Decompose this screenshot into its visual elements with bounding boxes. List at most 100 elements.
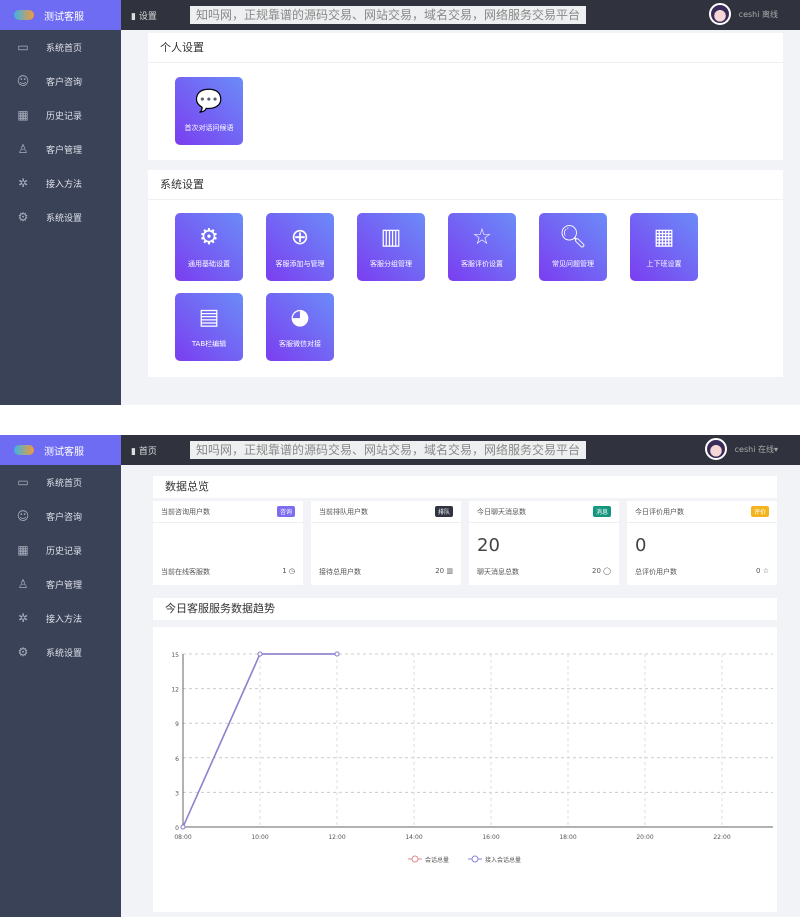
settings-tile[interactable]: ⚙ 通用基础设置 xyxy=(175,213,243,281)
chat-bubbles-icon: 💬 xyxy=(195,89,223,114)
stat-card: 当前排队用户数 排队 接待总用户数 20 ▥ xyxy=(311,501,461,585)
stat-footer-value: 0 xyxy=(756,567,761,575)
data-point xyxy=(257,651,263,657)
sidebar-item-label: 系统首页 xyxy=(46,43,83,54)
sidebar-item[interactable]: ♙ 客户管理 xyxy=(0,567,121,601)
sidebar-item[interactable]: ⚙ 系统设置 xyxy=(0,200,121,234)
watermark: 知吗网，正规靠谱的源码交易、网站交易，域名交易，网络服务交易平台 xyxy=(190,441,587,459)
y-tick-label: 3 xyxy=(175,790,179,797)
y-tick-label: 9 xyxy=(175,721,179,728)
y-tick-label: 0 xyxy=(175,825,179,832)
brand-name: 测试客服 xyxy=(44,446,84,458)
sidebar-item[interactable]: ▭ 系统首页 xyxy=(0,465,121,499)
sidebar-item-label: 客户管理 xyxy=(46,580,83,591)
gear-icon: ⚙ xyxy=(17,645,29,659)
logo-icon xyxy=(14,10,34,20)
user-menu[interactable]: ceshi 离线 xyxy=(708,3,778,25)
settings-tile[interactable]: ☆ 客服评价设置 xyxy=(448,213,516,281)
tile-label: 客服微信对接 xyxy=(279,340,321,348)
user-menu[interactable]: ceshi 在线▾ xyxy=(704,438,778,460)
sidebar-item[interactable]: ⚙ 系统设置 xyxy=(0,635,121,669)
sidebar-item[interactable]: ▦ 历史记录 xyxy=(0,533,121,567)
settings-tile[interactable]: ⊕ 客服添加与管理 xyxy=(266,213,334,281)
watermark: 知吗网，正规靠谱的源码交易、网站交易，域名交易，网络服务交易平台 xyxy=(190,6,587,24)
calendar-icon: ▦ xyxy=(17,108,29,122)
data-point xyxy=(180,824,186,830)
settings-tile[interactable]: ▦ 上下班设置 xyxy=(630,213,698,281)
stat-footer-label: 总评价用户数 xyxy=(635,568,677,576)
y-tick-label: 12 xyxy=(171,687,179,694)
sidebar-item-label: 系统设置 xyxy=(46,648,83,659)
data-point xyxy=(334,651,340,657)
puzzle-icon: ✲ xyxy=(17,611,29,625)
sidebar-item[interactable]: ▦ 历史记录 xyxy=(0,98,121,132)
breadcrumb: ▮ 设置 xyxy=(131,11,157,22)
x-tick-label: 20:00 xyxy=(636,834,653,841)
window-icon: ▭ xyxy=(17,40,29,54)
stat-card: 今日聊天消息数 消息 20 聊天消息总数 20 ◯ xyxy=(469,501,619,585)
stat-tag: 评价 xyxy=(750,506,769,517)
sidebar-item[interactable]: ☺ 客户咨询 xyxy=(0,499,121,533)
legend-label: 接入会话总量 xyxy=(485,856,521,864)
stat-value xyxy=(153,523,303,567)
section-title: 系统设置 xyxy=(148,170,783,200)
wechat-icon: ◕ xyxy=(290,305,310,330)
star-icon: ☆ xyxy=(472,225,492,250)
settings-tile[interactable]: ▤ TAB栏编辑 xyxy=(175,293,243,361)
logo-icon xyxy=(14,445,34,455)
settings-tile[interactable]: ▥ 客服分组管理 xyxy=(357,213,425,281)
tile-label: 客服添加与管理 xyxy=(275,260,325,268)
sidebar-item[interactable]: ▭ 系统首页 xyxy=(0,30,121,64)
gear-icon: ⚙ xyxy=(199,225,219,250)
stat-title: 当前咨询用户数 xyxy=(161,507,210,516)
personal-settings-card: 个人设置 💬 首次对话问候语 xyxy=(148,33,783,160)
brand[interactable]: 测试客服 xyxy=(0,435,121,465)
user-status: ceshi 在线▾ xyxy=(734,444,778,454)
stat-footer-label: 当前在线客服数 xyxy=(161,568,210,576)
nav-list: ▭ 系统首页 ☺ 客户咨询 ▦ 历史记录 ♙ 客户管理 ✲ 接入方法 ⚙ 系统设置 xyxy=(0,30,121,234)
tile-label: 客服评价设置 xyxy=(461,260,503,268)
nav-list: ▭ 系统首页 ☺ 客户咨询 ▦ 历史记录 ♙ 客户管理 ✲ 接入方法 ⚙ 系统设置 xyxy=(0,465,121,669)
bell-icon: ◯ xyxy=(603,567,611,575)
x-tick-label: 12:00 xyxy=(328,834,345,841)
calendar-icon: ▦ xyxy=(653,225,675,250)
avatar xyxy=(704,438,727,460)
sidebar-item[interactable]: ☺ 客户咨询 xyxy=(0,64,121,98)
stat-title: 今日聊天消息数 xyxy=(477,507,526,516)
gear-icon: ⚙ xyxy=(17,210,29,224)
settings-tile[interactable]: 🔍︎ 常见问题管理 xyxy=(539,213,607,281)
sidebar: 测试客服 ▭ 系统首页 ☺ 客户咨询 ▦ 历史记录 ♙ 客户管理 ✲ 接入方法 ⚙ 系统设置 xyxy=(0,435,121,917)
section-title: 今日客服服务数据趋势 xyxy=(165,602,275,615)
sidebar-item[interactable]: ♙ 客户管理 xyxy=(0,132,121,166)
trend-title-card: 今日客服服务数据趋势 xyxy=(153,598,777,620)
sidebar-item-label: 接入方法 xyxy=(46,179,83,190)
user-icon: ♙ xyxy=(17,577,29,591)
brand-name: 测试客服 xyxy=(44,11,84,23)
settings-tile[interactable]: 💬 首次对话问候语 xyxy=(175,77,243,145)
sidebar-item[interactable]: ✲ 接入方法 xyxy=(0,166,121,200)
stat-footer-value: 20 xyxy=(592,567,601,575)
sidebar-item-label: 客户咨询 xyxy=(46,77,83,88)
stat-footer-label: 接待总用户数 xyxy=(319,568,361,576)
sidebar-item-label: 历史记录 xyxy=(46,111,83,122)
stat-title: 当前排队用户数 xyxy=(319,507,368,516)
settings-tile[interactable]: ◕ 客服微信对接 xyxy=(266,293,334,361)
smile-icon: ☺ xyxy=(16,74,30,88)
section-title: 个人设置 xyxy=(148,33,783,63)
avatar xyxy=(708,3,731,25)
stat-value: 0 xyxy=(635,535,647,556)
y-tick-label: 6 xyxy=(175,756,179,763)
sidebar-item[interactable]: ✲ 接入方法 xyxy=(0,601,121,635)
legend-marker xyxy=(471,855,479,863)
y-tick-label: 15 xyxy=(171,652,179,659)
x-tick-label: 18:00 xyxy=(559,834,576,841)
brand[interactable]: 测试客服 xyxy=(0,0,121,30)
stat-title: 今日评价用户数 xyxy=(635,507,684,516)
user-icon: ♙ xyxy=(17,142,29,156)
sidebar-item-label: 历史记录 xyxy=(46,546,83,557)
user-status: ceshi 离线 xyxy=(738,9,778,19)
x-tick-label: 10:00 xyxy=(251,834,268,841)
puzzle-icon: ✲ xyxy=(17,176,29,190)
stat-card: 当前咨询用户数 咨询 当前在线客服数 1 ◷ xyxy=(153,501,303,585)
home-screen: 测试客服 ▭ 系统首页 ☺ 客户咨询 ▦ 历史记录 ♙ 客户管理 ✲ 接入方法 ⚙ 系统设置 ▮ 首页… xyxy=(0,435,800,917)
